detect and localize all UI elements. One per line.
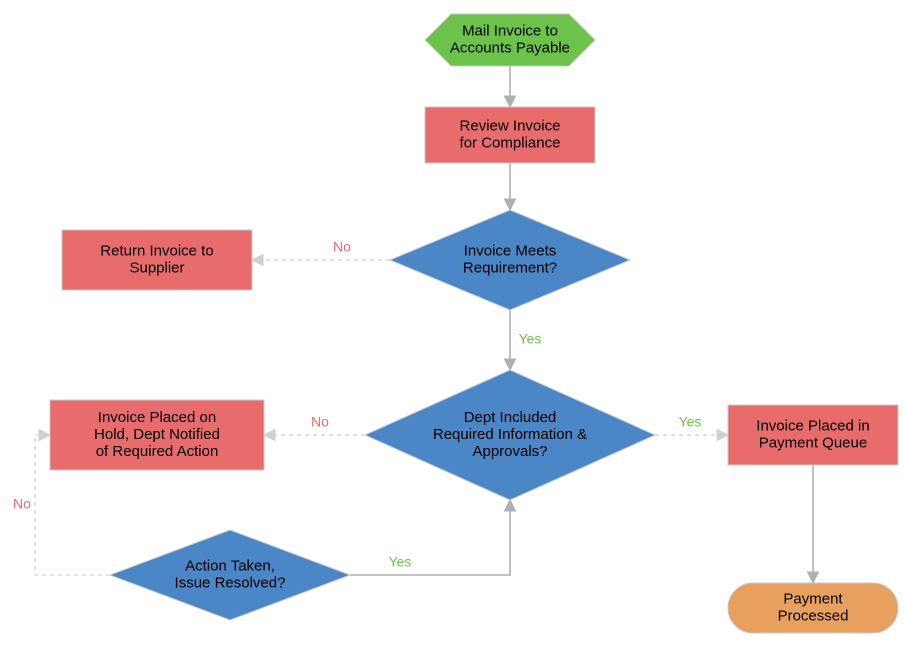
- edge-label-e5: No: [311, 414, 329, 430]
- node-label-action-1: Issue Resolved?: [175, 574, 286, 591]
- edge-label-e8: Yes: [389, 554, 412, 570]
- node-hold: Invoice Placed onHold, Dept Notifiedof R…: [50, 400, 264, 470]
- node-label-dept-1: Required Information &: [433, 426, 587, 443]
- flowchart-canvas: Mail Invoice toAccounts Payable Review In…: [0, 0, 905, 663]
- node-label-processed-1: Processed: [778, 607, 849, 624]
- node-label-dept-0: Dept Included: [464, 409, 557, 426]
- node-meets: Invoice MeetsRequirement?: [390, 210, 630, 310]
- edge-label-e4: Yes: [519, 331, 542, 347]
- node-label-return_supplier-0: Return Invoice to: [100, 242, 213, 259]
- edge-label-e6: Yes: [679, 414, 702, 430]
- node-return_supplier: Return Invoice toSupplier: [62, 230, 252, 290]
- edge-label-e3: No: [333, 239, 351, 255]
- node-label-action-0: Action Taken,: [185, 557, 275, 574]
- node-label-hold-2: of Required Action: [96, 443, 219, 460]
- node-label-processed-0: Payment: [783, 590, 843, 607]
- node-label-queue-1: Payment Queue: [759, 434, 867, 451]
- node-start: Mail Invoice toAccounts Payable: [425, 14, 595, 66]
- node-label-meets-1: Requirement?: [463, 259, 557, 276]
- edge-e8: [350, 500, 510, 575]
- edge-label-e9: No: [13, 496, 31, 512]
- node-label-start-1: Accounts Payable: [450, 39, 570, 56]
- node-label-start-0: Mail Invoice to: [462, 22, 558, 39]
- node-label-review-0: Review Invoice: [460, 117, 561, 134]
- node-label-hold-1: Hold, Dept Notified: [94, 426, 220, 443]
- node-action: Action Taken,Issue Resolved?: [110, 530, 350, 620]
- node-label-meets-0: Invoice Meets: [464, 242, 557, 259]
- node-processed: PaymentProcessed: [728, 583, 898, 633]
- node-label-review-1: for Compliance: [460, 134, 561, 151]
- node-review: Review Invoicefor Compliance: [425, 107, 595, 163]
- node-dept: Dept IncludedRequired Information &Appro…: [365, 370, 655, 500]
- node-queue: Invoice Placed inPayment Queue: [728, 405, 898, 465]
- node-label-return_supplier-1: Supplier: [129, 259, 184, 276]
- node-label-hold-0: Invoice Placed on: [98, 409, 216, 426]
- node-label-queue-0: Invoice Placed in: [756, 417, 869, 434]
- node-label-dept-2: Approvals?: [472, 443, 547, 460]
